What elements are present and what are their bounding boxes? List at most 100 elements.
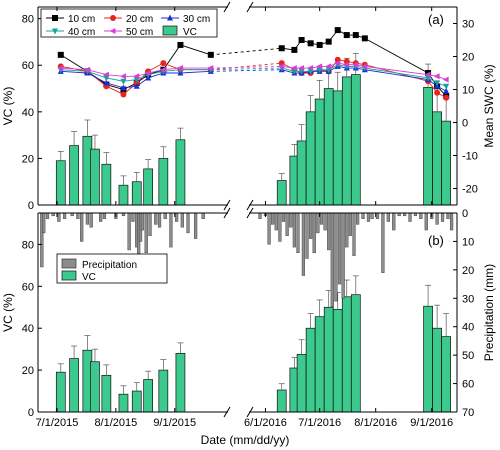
vc-bar [69,358,79,413]
vc-bar [432,327,442,413]
vc-bar [296,354,307,413]
precip-bar [334,212,338,302]
y-tick-label: 0 [28,200,34,212]
y-tick-label: 80 [22,14,34,26]
swc-point [103,79,110,86]
x-tick-label: 8/1/2016 [354,417,397,429]
swc-point [325,38,332,45]
vc-bar [276,180,287,206]
y2-tick-label: 20 [462,265,474,277]
y-tick-label: 40 [22,323,34,335]
precip-bar [312,212,316,253]
y2-axis-title: Mean SWC (%) [482,64,496,147]
shared-axis: 7/1/2015 8/1/2015 9/1/2015 6/1/2016 7/1/2016… [36,7,453,447]
axis-break-mark [223,406,231,418]
legend-label: 10 cm [68,14,95,25]
vc-bar [350,74,361,206]
swc-point [334,60,341,67]
precip-bar [435,212,439,225]
precip-bar [330,212,334,308]
y2-tick-label: 50 [462,350,474,362]
y2-axis-title: Precipitation (mm) [482,264,496,361]
swc-point [443,94,450,101]
panel-b: 0 20 40 60 80 0 10 20 30 40 50 60 70 VC (%) Precipitat… [1,207,496,419]
vc-bar [131,390,142,413]
precip-bar [408,212,412,222]
precip-bar [440,212,445,222]
precip-bar [144,212,148,253]
swc-point [102,71,109,78]
precip-bar [89,212,93,228]
precip-bar [62,212,67,219]
precip-bar [42,212,46,234]
vc-bar [341,76,352,206]
y2-tick-label: 60 [462,379,474,391]
precip-bar [180,212,184,228]
precip-bar [175,212,179,222]
precip-bar [80,212,84,242]
x-tick-label: 7/1/2016 [298,417,341,429]
vc-bar [332,90,343,206]
swc-point [176,65,183,72]
precip-bar [186,212,190,234]
swc-point [133,73,140,80]
vc-bar [101,163,112,206]
precip-bar [449,212,454,231]
vc-bar [305,111,316,206]
swc-point [120,84,127,91]
vc-bar [305,327,316,413]
legend-label: 40 cm [68,27,95,38]
vc-bar [350,294,361,413]
vc-bar [423,305,433,413]
y2-tick-label: 0 [462,208,468,220]
precip-bar [327,212,331,251]
swc-point [361,63,368,70]
precip-bar [140,212,145,231]
precip-bar [201,212,205,219]
swc-line-gap [210,69,282,72]
swc-point [325,63,332,70]
legend-label: Precipitation [82,260,137,271]
vc-bar [143,379,153,413]
y2-tick-label: 20 [462,52,474,64]
swc-point [144,70,151,76]
legend-label: VC [183,27,197,38]
swc-point [278,45,285,52]
precip-bar [348,212,352,236]
swc-point [207,65,214,72]
swc-point [52,15,58,21]
y-axis-title: VC (%) [1,293,15,332]
precip-bar [154,212,158,225]
swc-point [291,46,298,53]
precip-bar [148,212,152,236]
precip-bar [345,212,349,248]
precip-bar [337,212,342,285]
legend-label: 30 cm [183,14,210,25]
y-tick-label: 40 [22,107,34,119]
vc-bar [131,181,142,206]
legend-swatch [61,270,77,281]
precip-bar [366,212,371,222]
swc-point [159,66,166,73]
precip-bar [271,212,275,225]
swc-point [57,65,64,72]
swc-point [120,91,127,98]
legend-swatch [61,258,77,269]
vc-bar [314,98,325,206]
swc-point [52,28,58,35]
vc-bar [323,88,334,206]
axis-break-mark [246,207,254,219]
axis-break-mark [246,199,254,211]
swc-point [343,32,350,39]
precip-bar [381,212,385,273]
precip-bar [301,212,306,276]
vc-bar [90,361,100,413]
y2-tick-label: 30 [462,19,474,31]
swc-line-gap [210,65,282,69]
x-tick-label: 9/1/2015 [153,417,196,429]
vc-bar [441,336,452,413]
vc-bar [118,393,129,413]
precip-bar [169,212,173,248]
precip-bar [289,212,293,228]
